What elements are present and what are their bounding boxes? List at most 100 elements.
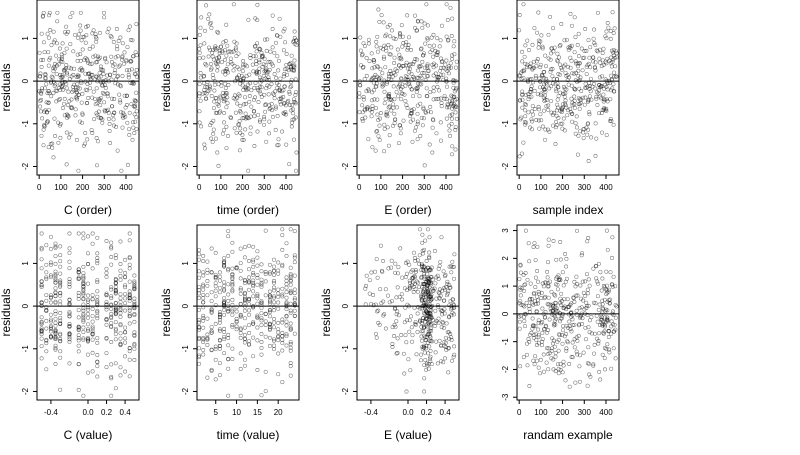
data-point [403,333,408,338]
data-point [378,67,383,72]
data-point [235,95,240,100]
data-point [427,235,432,240]
data-point [78,52,83,57]
data-point [243,111,248,116]
data-point [425,62,430,67]
data-point [535,244,540,249]
data-point [591,362,596,367]
data-point [562,38,567,43]
data-point [423,300,428,305]
data-point [255,313,260,318]
data-point [68,15,73,20]
data-point [127,279,132,284]
data-point [286,98,291,103]
data-point [540,124,545,129]
data-point [205,279,210,283]
y-tick-label: -2 [501,162,510,170]
data-point [605,99,610,104]
data-point [276,306,281,311]
data-point [69,97,74,102]
data-point [113,253,118,258]
data-point [570,340,575,345]
data-point [103,57,108,62]
data-point [255,129,260,134]
data-point [251,320,256,325]
data-point [577,102,582,107]
data-point [399,292,404,297]
data-point [276,268,281,273]
data-point [583,27,588,31]
data-point [53,299,58,304]
data-point [251,354,256,359]
data-point [569,329,574,334]
data-point [272,273,276,277]
plot-frame [356,0,460,176]
data-point [74,90,79,94]
data-point [437,338,442,343]
data-point [217,373,222,378]
data-point [119,110,124,115]
data-point [360,110,365,115]
data-point [118,365,123,370]
data-point [132,341,137,346]
data-point [562,297,567,302]
data-point [435,36,440,41]
data-point [97,71,102,76]
data-point [211,118,216,123]
data-point [382,89,387,94]
data-point [81,288,86,293]
data-point [81,231,86,236]
data-point [217,361,222,366]
data-point [597,369,602,374]
data-point [107,122,112,126]
data-point [40,86,44,91]
data-point [288,85,293,90]
data-point [521,2,526,7]
data-point [450,99,455,104]
data-point [44,82,49,87]
data-point [449,65,453,70]
data-point [208,21,212,26]
data-point [86,339,90,344]
data-point [272,294,276,299]
data-point [58,355,63,360]
data-point [595,103,600,107]
data-point [544,330,549,335]
data-point [605,288,609,293]
data-point [547,317,552,322]
data-point [123,325,128,330]
data-point [389,78,394,83]
data-point [284,323,289,328]
data-point [545,275,550,280]
data-point [441,325,446,330]
data-point [118,314,123,319]
data-point [540,320,545,324]
data-point [66,89,71,94]
data-point [536,318,541,323]
data-point [232,63,237,68]
data-point [53,278,58,283]
data-point [411,290,416,294]
data-point [109,311,114,316]
data-point [531,358,536,363]
data-point [120,54,125,59]
data-point [608,97,613,102]
data-point [276,300,281,305]
data-point [123,296,128,301]
data-point [604,97,609,102]
data-point [45,91,50,96]
data-point [242,102,246,107]
data-point [222,334,227,339]
data-point [242,340,247,345]
data-point [600,323,605,328]
data-point [288,325,293,330]
data-point [418,134,423,138]
data-point [125,162,130,167]
data-point [529,109,534,114]
data-point [213,347,218,351]
data-point [546,127,550,132]
data-point [433,350,438,355]
data-point [587,330,592,335]
data-point [573,35,578,40]
data-point [109,262,114,267]
